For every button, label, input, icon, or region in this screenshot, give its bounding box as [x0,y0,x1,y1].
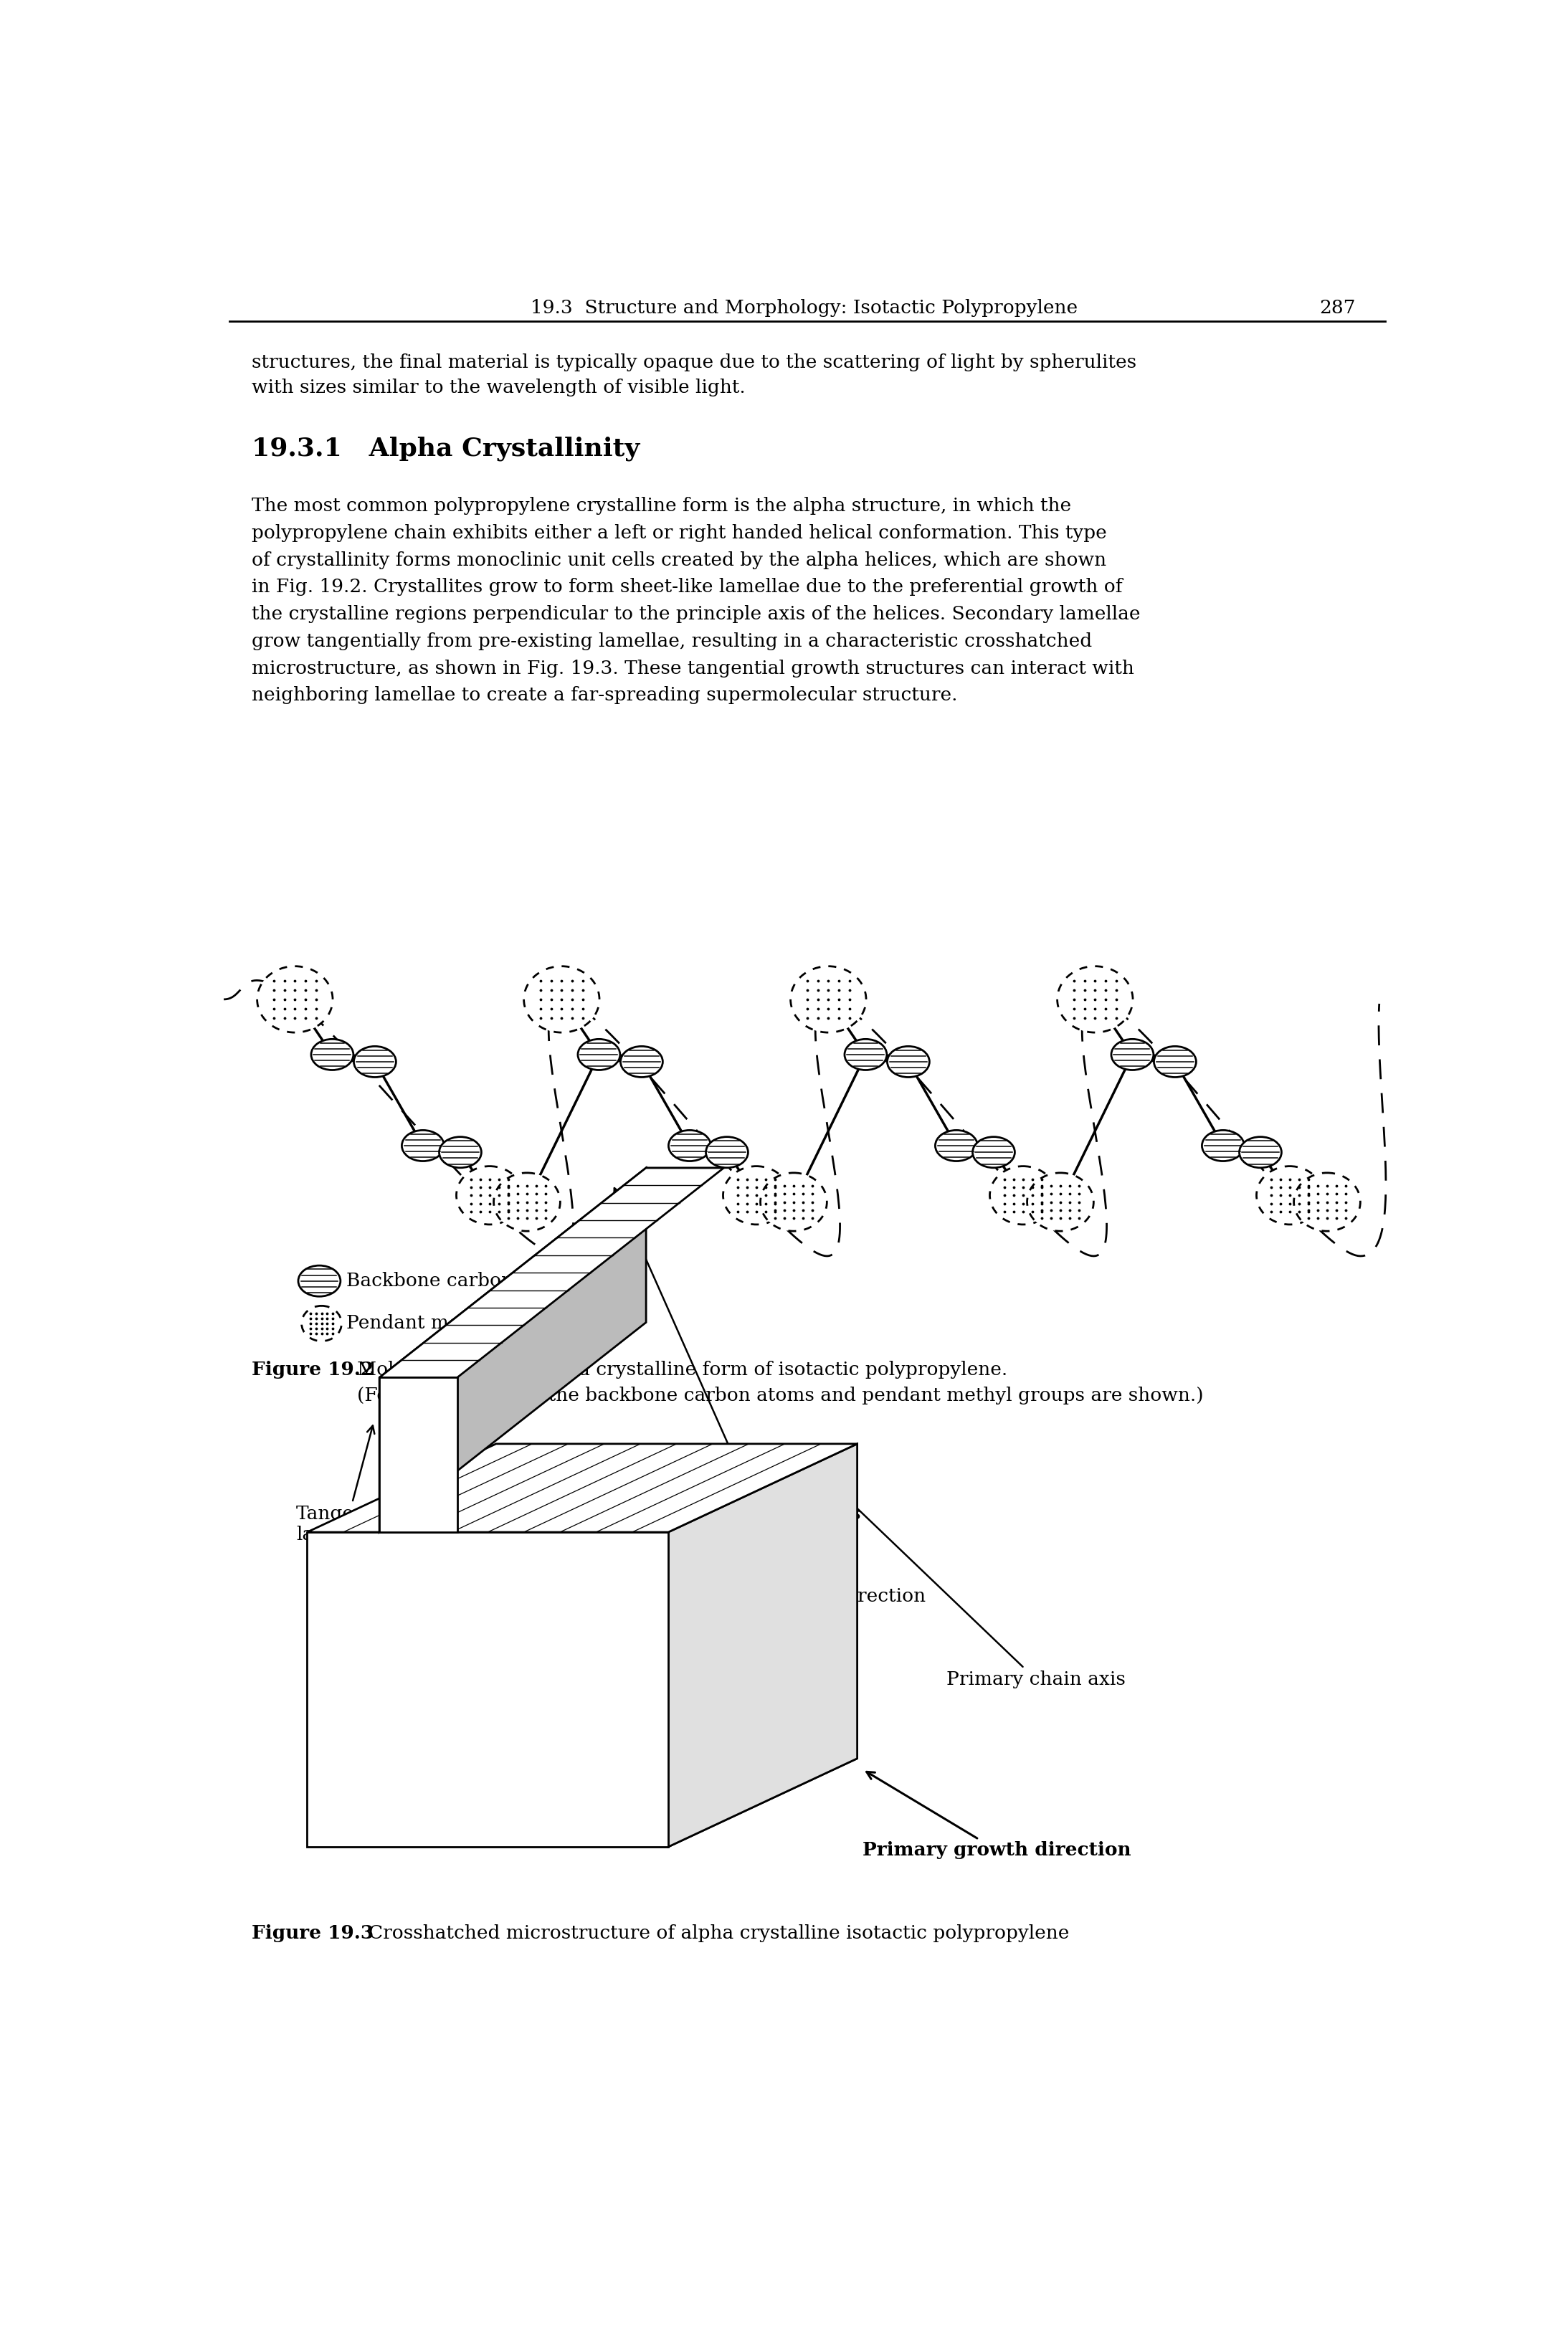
Text: neighboring lamellae to create a far-spreading supermolecular structure.: neighboring lamellae to create a far-spr… [251,686,958,704]
Ellipse shape [310,1040,353,1071]
Ellipse shape [621,1047,663,1078]
Ellipse shape [524,967,599,1033]
Ellipse shape [1239,1136,1281,1167]
Text: Crosshatched microstructure of alpha crystalline isotactic polypropylene: Crosshatched microstructure of alpha cry… [368,1923,1069,1942]
Polygon shape [379,1167,724,1378]
Ellipse shape [935,1129,977,1162]
Ellipse shape [1057,967,1132,1033]
Text: grow tangentially from pre-existing lamellae, resulting in a characteristic cros: grow tangentially from pre-existing lame… [251,632,1091,650]
Ellipse shape [298,1266,340,1296]
Text: Tangential
lamella: Tangential lamella [296,1425,397,1543]
Text: Backbone carbon atom: Backbone carbon atom [347,1273,568,1289]
Text: Primary growth direction: Primary growth direction [862,1773,1132,1860]
Ellipse shape [723,1167,790,1226]
Text: Primary lamella: Primary lamella [411,1726,564,1742]
Polygon shape [379,1378,458,1533]
Text: in Fig. 19.2. Crystallites grow to form sheet-like lamellae due to the preferent: in Fig. 19.2. Crystallites grow to form … [251,578,1123,596]
Text: 287: 287 [1319,298,1356,317]
Text: Figure 19.3: Figure 19.3 [251,1923,373,1942]
Text: with sizes similar to the wavelength of visible light.: with sizes similar to the wavelength of … [251,378,745,397]
Ellipse shape [301,1305,342,1341]
Ellipse shape [845,1040,887,1071]
Polygon shape [307,1444,858,1533]
Polygon shape [307,1759,858,1848]
Text: Figure 19.2: Figure 19.2 [251,1362,373,1378]
Text: Tangential chain axis: Tangential chain axis [615,1188,861,1522]
Ellipse shape [706,1136,748,1167]
Ellipse shape [1294,1172,1361,1230]
Ellipse shape [790,967,866,1033]
Ellipse shape [1256,1167,1323,1226]
Ellipse shape [456,1167,522,1226]
Ellipse shape [1027,1172,1093,1230]
Ellipse shape [439,1136,481,1167]
Ellipse shape [972,1136,1014,1167]
Text: structures, the final material is typically opaque due to the scattering of ligh: structures, the final material is typica… [251,355,1137,371]
Text: of crystallinity forms monoclinic unit cells created by the alpha helices, which: of crystallinity forms monoclinic unit c… [251,552,1107,568]
Ellipse shape [1203,1129,1243,1162]
Ellipse shape [401,1129,444,1162]
Text: Tangential growth direction: Tangential growth direction [478,1505,925,1606]
Text: Molecular helix of alpha crystalline form of isotactic polypropylene.: Molecular helix of alpha crystalline for… [358,1362,1008,1378]
Text: The most common polypropylene crystalline form is the alpha structure, in which : The most common polypropylene crystallin… [251,498,1071,514]
Text: (For simplicity only the backbone carbon atoms and pendant methyl groups are sho: (For simplicity only the backbone carbon… [358,1385,1204,1404]
Text: 19.3.1   Alpha Crystallinity: 19.3.1 Alpha Crystallinity [251,437,640,460]
Text: microstructure, as shown in Fig. 19.3. These tangential growth structures can in: microstructure, as shown in Fig. 19.3. T… [251,660,1134,676]
Polygon shape [379,1167,646,1533]
Text: polypropylene chain exhibits either a left or right handed helical conformation.: polypropylene chain exhibits either a le… [251,524,1107,542]
Polygon shape [307,1533,668,1848]
Text: Primary chain axis: Primary chain axis [815,1468,1126,1688]
Ellipse shape [354,1047,397,1078]
Ellipse shape [579,1040,619,1071]
Ellipse shape [1154,1047,1196,1078]
Ellipse shape [494,1172,560,1230]
Ellipse shape [989,1167,1057,1226]
Text: the crystalline regions perpendicular to the principle axis of the helices. Seco: the crystalline regions perpendicular to… [251,606,1140,622]
Ellipse shape [887,1047,930,1078]
Ellipse shape [257,967,332,1033]
Ellipse shape [668,1129,710,1162]
Polygon shape [668,1444,858,1848]
Text: Pendant methyl group: Pendant methyl group [347,1315,560,1331]
Ellipse shape [760,1172,826,1230]
Text: 19.3  Structure and Morphology: Isotactic Polypropylene: 19.3 Structure and Morphology: Isotactic… [530,298,1077,317]
Ellipse shape [1112,1040,1154,1071]
